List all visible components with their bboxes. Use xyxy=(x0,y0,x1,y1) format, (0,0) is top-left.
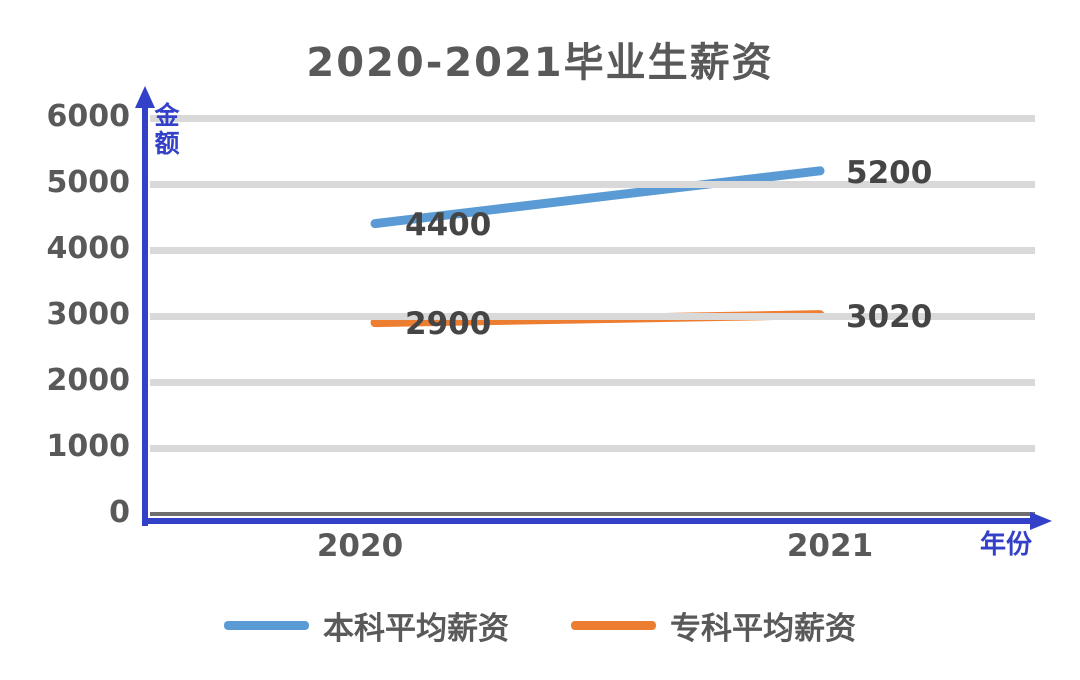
legend-label: 本科平均薪资 xyxy=(323,611,509,647)
legend: 本科平均薪资 专科平均薪资 xyxy=(0,603,1080,648)
y-axis-unit-label: 金额 xyxy=(154,101,180,158)
gridline xyxy=(150,114,1035,122)
legend-item-0: 本科平均薪资 xyxy=(224,603,509,648)
y-tick-label: 2000 xyxy=(46,363,131,398)
gridline xyxy=(150,378,1035,386)
legend-item-1: 专科平均薪资 xyxy=(571,603,856,648)
gridline xyxy=(150,246,1035,254)
data-label: 2900 xyxy=(405,305,492,342)
y-axis-arrow-icon xyxy=(135,86,155,108)
y-tick-label: 0 xyxy=(109,495,130,530)
series-line-0 xyxy=(370,166,825,229)
x-tick-label: 2020 xyxy=(316,528,404,564)
y-tick-label: 5000 xyxy=(46,165,131,200)
data-label: 4400 xyxy=(405,206,492,243)
x-axis-unit-label: 年份 xyxy=(980,530,1033,560)
data-label: 5200 xyxy=(846,154,933,191)
y-tick-label: 3000 xyxy=(46,297,131,332)
gridline xyxy=(150,180,1035,188)
y-tick-label: 6000 xyxy=(46,99,131,134)
legend-line-swatch xyxy=(571,621,656,630)
gridline xyxy=(150,444,1035,452)
y-tick-label: 4000 xyxy=(46,231,131,266)
x-axis-arrow-icon xyxy=(1030,512,1052,530)
legend-line-swatch xyxy=(224,621,309,630)
chart-title: 2020-2021毕业生薪资 xyxy=(306,40,774,86)
legend-label: 专科平均薪资 xyxy=(670,611,856,647)
gridline xyxy=(150,312,1035,320)
data-label: 3020 xyxy=(846,298,933,335)
y-tick-label: 1000 xyxy=(46,429,131,464)
x-tick-label: 2021 xyxy=(786,528,874,564)
